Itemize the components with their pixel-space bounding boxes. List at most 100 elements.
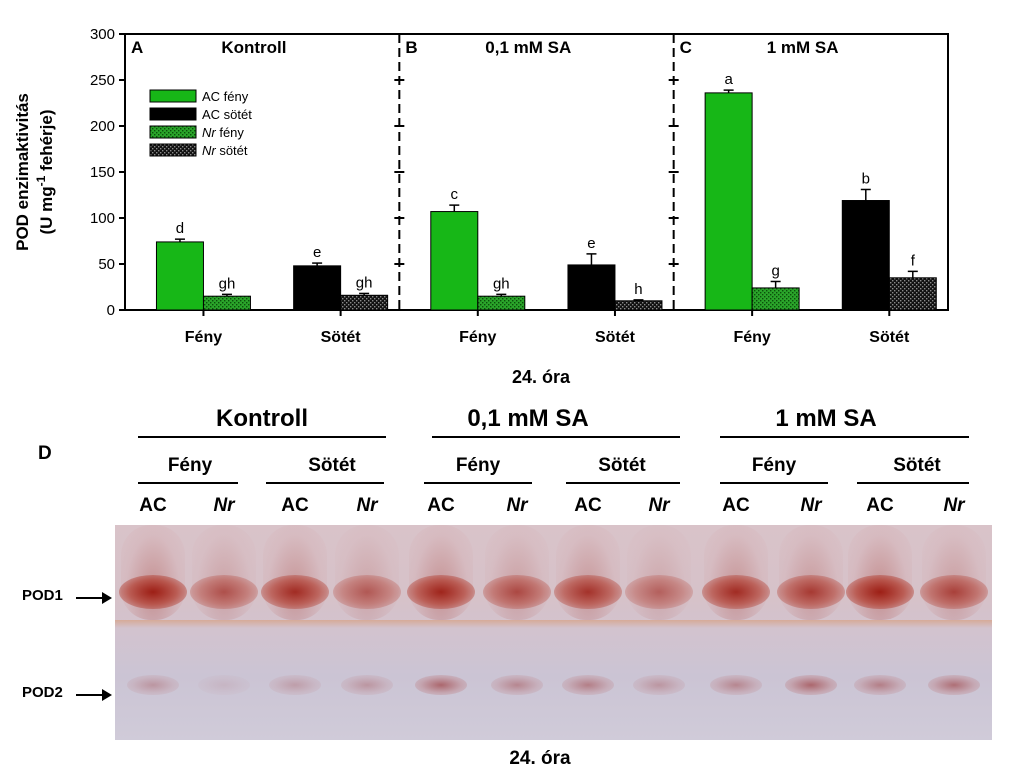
bar-chart: POD enzimaktivitás (U mg-1 fehérje) 0 50 1… — [13, 26, 949, 387]
pod2-band — [854, 675, 906, 695]
significance-letter: c — [451, 186, 459, 203]
pod2-band — [269, 675, 321, 695]
panel-letter: A — [131, 38, 143, 57]
group-label: Fény — [733, 329, 770, 346]
panel-title: 1 mM SA — [767, 38, 839, 57]
y-tick-label: 50 — [98, 256, 115, 273]
gel-panel: Kontroll Fény AC Nr Sötét AC Nr 0,1 mM SA Fény AC… — [0, 395, 1024, 780]
pod2-band — [562, 675, 614, 695]
gel-condition-title: Fény — [455, 455, 501, 476]
significance-letter: gh — [356, 274, 373, 291]
pod1-label: POD1 — [22, 587, 63, 604]
legend-entry: AC fény — [202, 89, 249, 104]
legend-swatch — [149, 107, 197, 121]
bar — [340, 294, 389, 311]
condition-rule — [424, 482, 532, 484]
pod2-band — [127, 675, 179, 695]
legend-entry: Nr fény — [202, 125, 244, 140]
y-axis-unit-post: fehérje) — [37, 110, 56, 176]
bar — [293, 265, 342, 311]
group-label: Sötét — [321, 329, 362, 346]
bar — [704, 92, 753, 311]
group-label: Sötét — [595, 329, 636, 346]
group-rule — [432, 436, 680, 438]
legend-entry: Nr sötét — [202, 143, 248, 158]
pod2-band — [491, 675, 543, 695]
bar — [567, 264, 616, 311]
gel-lane-label: Nr — [648, 495, 670, 516]
pod1-band — [777, 575, 845, 609]
significance-letter: e — [587, 235, 595, 252]
significance-letter: gh — [219, 275, 236, 292]
bar — [155, 241, 204, 311]
pod2-band — [710, 675, 762, 695]
gel-condition-title: Sötét — [598, 455, 646, 476]
gel-condition-title: Fény — [167, 455, 213, 476]
gel-condition-title: Sötét — [893, 455, 941, 476]
y-tick-label: 200 — [90, 118, 115, 135]
legend-swatch — [149, 89, 197, 103]
pod1-band — [407, 575, 475, 609]
pod2-band — [341, 675, 393, 695]
gel-lane-label: AC — [139, 495, 167, 516]
y-tick-label: 150 — [90, 164, 115, 181]
pod2-band — [415, 675, 467, 695]
y-tick-label: 300 — [90, 26, 115, 43]
gel-lane-label: Nr — [506, 495, 528, 516]
y-axis-unit-pre: (U mg — [37, 186, 56, 234]
condition-rule — [720, 482, 828, 484]
legend-swatch — [149, 143, 197, 157]
condition-rule — [138, 482, 238, 484]
gel-group-title: 0,1 mM SA — [467, 405, 589, 432]
y-axis-unit-sup: -1 — [34, 175, 48, 186]
gel-condition-title: Sötét — [308, 455, 356, 476]
group-label: Fény — [459, 329, 496, 346]
y-axis-label: POD enzimaktivitás (U mg-1 fehérje) — [13, 93, 56, 251]
bar — [841, 200, 890, 311]
bar — [477, 295, 526, 311]
panel-letter-d: D — [38, 443, 52, 464]
bar — [751, 287, 800, 311]
condition-rule — [266, 482, 384, 484]
gel-image — [115, 525, 992, 740]
gel-condition-title: Fény — [751, 455, 797, 476]
condition-rule — [566, 482, 680, 484]
pod2-band — [928, 675, 980, 695]
significance-letter: a — [724, 71, 733, 88]
gel-group-title: 1 mM SA — [775, 405, 877, 432]
panel-letter: C — [680, 38, 692, 57]
gel-x-axis-label: 24. óra — [509, 748, 571, 769]
plot-frame — [124, 33, 949, 311]
gel-lane-label: Nr — [800, 495, 822, 516]
pod1-band — [625, 575, 693, 609]
y-tick-label: 250 — [90, 72, 115, 89]
significance-letter: gh — [493, 275, 510, 292]
gel-lane-label: AC — [427, 495, 455, 516]
panel-letter: B — [405, 38, 417, 57]
legend-swatch — [149, 125, 197, 139]
y-axis-label-line2: (U mg-1 fehérje) — [34, 110, 56, 235]
pod1-band — [190, 575, 258, 609]
significance-letter: f — [911, 252, 916, 269]
gel-lane-label: Nr — [356, 495, 378, 516]
gel-lane-label: Nr — [213, 495, 235, 516]
y-axis-label-line1: POD enzimaktivitás — [13, 93, 32, 251]
pod2-band — [785, 675, 837, 695]
pod1-band — [702, 575, 770, 609]
pod2-arrow-icon — [76, 689, 112, 701]
group-rule — [138, 436, 386, 438]
pod2-label: POD2 — [22, 684, 63, 701]
gel-lane-label: AC — [281, 495, 309, 516]
pod1-band — [119, 575, 187, 609]
pod1-arrow-icon — [76, 592, 112, 604]
pod1-band — [920, 575, 988, 609]
group-rule — [720, 436, 969, 438]
significance-letter: b — [862, 170, 870, 187]
significance-letter: e — [313, 244, 321, 261]
y-tick-label: 0 — [107, 302, 115, 319]
significance-letter: g — [771, 262, 779, 279]
pod2-band — [633, 675, 685, 695]
gel-lane-label: AC — [722, 495, 750, 516]
group-label: Fény — [185, 329, 222, 346]
pod1-band — [333, 575, 401, 609]
